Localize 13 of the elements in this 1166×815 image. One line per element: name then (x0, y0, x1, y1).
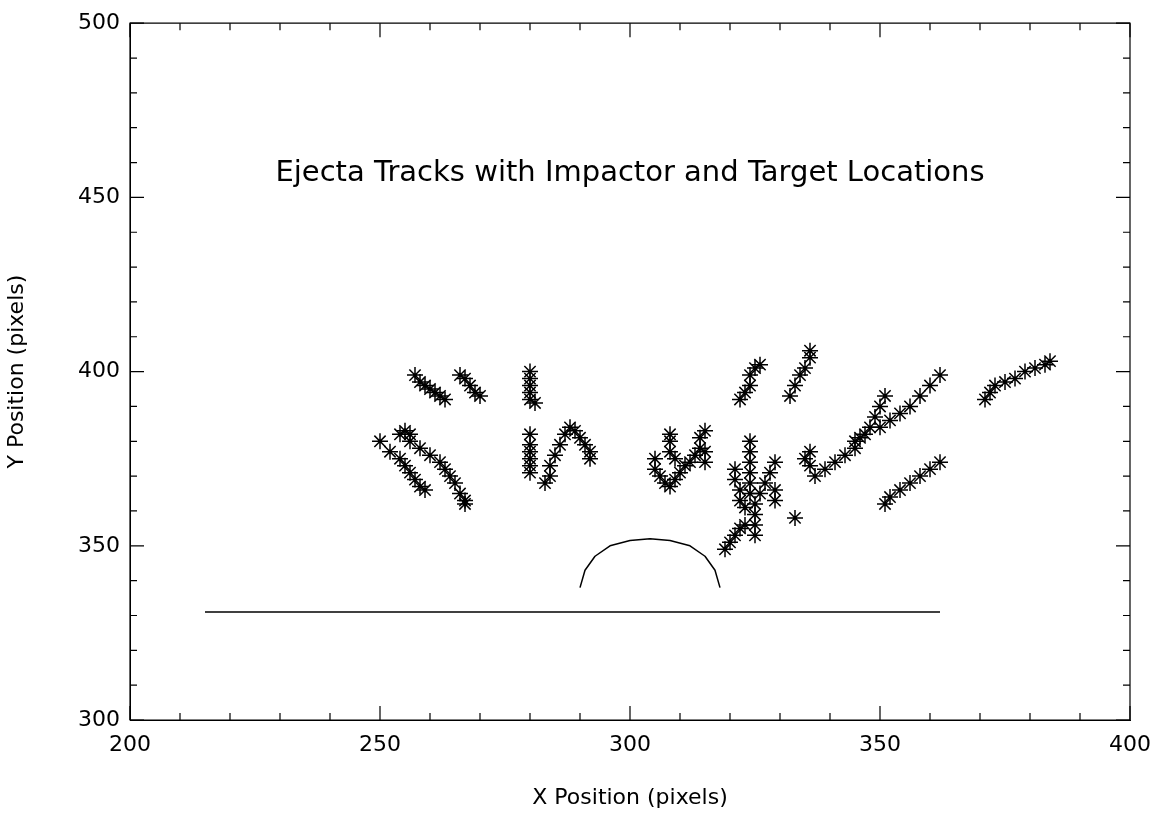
x-tick-label: 200 (109, 730, 151, 756)
y-tick-label: 500 (78, 8, 120, 34)
x-tick-label: 350 (859, 730, 901, 756)
x-tick-label: 400 (1109, 730, 1151, 756)
text: Ejecta Tracks with Impactor and Target Locations (275, 153, 985, 188)
y-tick-label: 450 (78, 183, 120, 209)
x-axis-title: X Position (pixels) (532, 783, 728, 809)
y-tick-label: 300 (78, 705, 120, 731)
y-tick-label: 400 (78, 357, 120, 383)
x-tick-label: 300 (609, 730, 651, 756)
y-axis-title: Y Position (pixels) (2, 274, 28, 470)
y-tick-label: 350 (78, 531, 120, 557)
x-tick-label: 250 (359, 730, 401, 756)
